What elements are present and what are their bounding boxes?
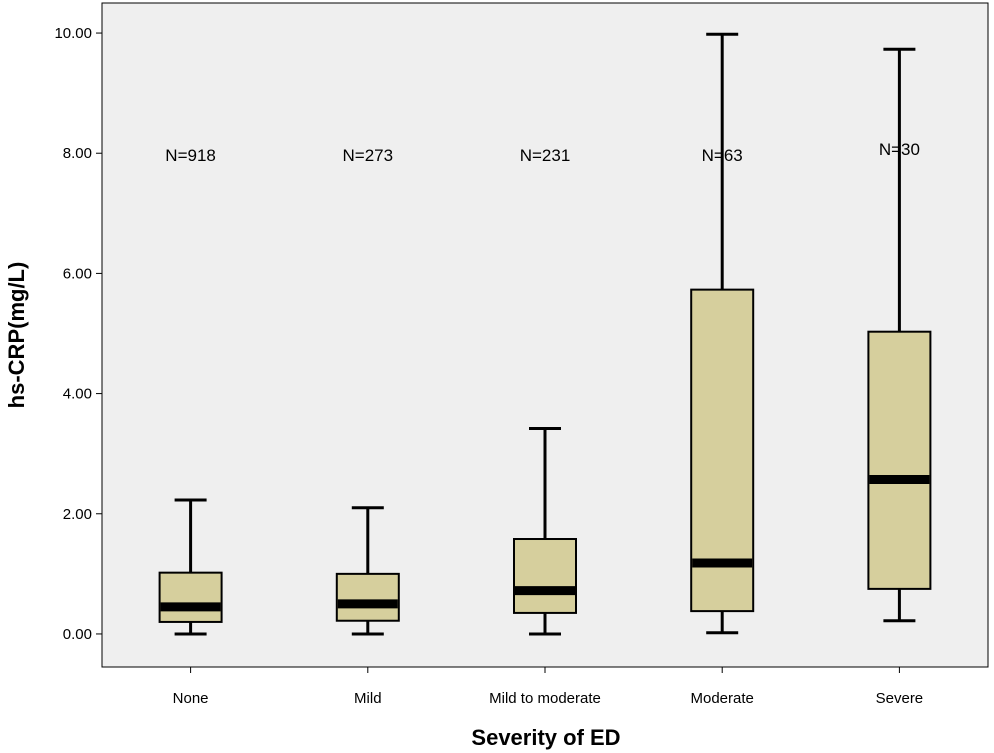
sample-size-label: N=231 [520, 146, 571, 165]
x-axis: None Mild Mild to moderate Moderate Severe [173, 667, 923, 707]
box-group [513, 426, 577, 636]
y-tick-label: 6.00 [63, 265, 92, 282]
x-tick-label: Mild [354, 690, 382, 707]
iqr-box [158, 571, 223, 623]
box-group [690, 32, 755, 635]
iqr-box [867, 330, 932, 590]
x-tick-label: Mild to moderate [489, 690, 601, 707]
sample-size-label: N=63 [702, 146, 743, 165]
y-tick-label: 2.00 [63, 506, 92, 523]
box-group [158, 498, 223, 636]
y-tick-label: 4.00 [63, 386, 92, 403]
iqr-box [335, 572, 400, 622]
box-group [867, 47, 932, 623]
boxes-group [158, 32, 932, 636]
y-tick-label: 10.00 [54, 25, 92, 42]
box-group [335, 506, 400, 636]
iqr-box [513, 538, 577, 614]
y-tick-label: 0.00 [63, 626, 92, 643]
sample-size-label: N=918 [165, 146, 216, 165]
x-tick-label: Severe [876, 690, 924, 707]
iqr-box [690, 288, 755, 613]
y-axis-title: hs-CRP(mg/L) [4, 262, 29, 409]
x-tick-label: Moderate [691, 690, 754, 707]
y-axis: 0.00 2.00 4.00 6.00 8.00 10.00 [54, 25, 102, 643]
x-tick-label: None [173, 690, 209, 707]
annotations-group: N=918 N=273 N=231 N=63 N=30 [165, 140, 920, 165]
x-axis-title: Severity of ED [471, 725, 620, 750]
y-tick-label: 8.00 [63, 145, 92, 162]
sample-size-label: N=30 [879, 140, 920, 159]
sample-size-label: N=273 [343, 146, 394, 165]
